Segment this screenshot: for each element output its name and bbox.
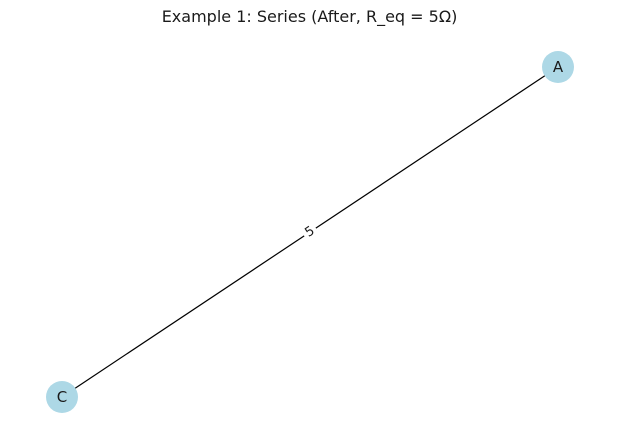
edge-label-background	[299, 220, 321, 244]
diagram-title: Example 1: Series (After, R_eq = 5Ω)	[161, 7, 458, 26]
node-a-label: A	[553, 58, 564, 76]
node-a-circle	[542, 51, 574, 83]
node-c-circle	[46, 381, 78, 413]
node-c-label: C	[57, 388, 67, 406]
node-c: C	[46, 381, 78, 413]
edge-label-a-c: 5	[299, 220, 321, 244]
node-a: A	[542, 51, 574, 83]
